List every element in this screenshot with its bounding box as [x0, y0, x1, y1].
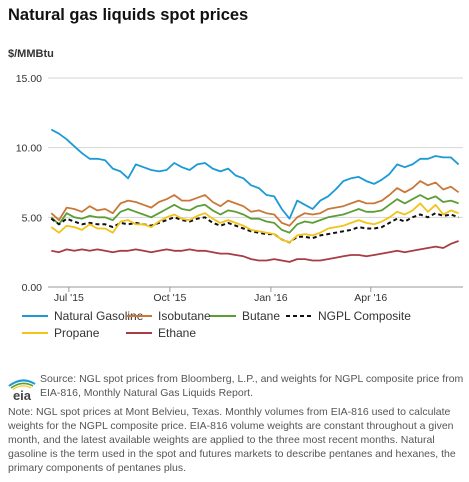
y-tick-label: 15.00 — [16, 73, 42, 85]
logo-arc — [10, 382, 34, 389]
series-line-ngpl-composite — [50, 212, 459, 244]
x-tick-label: Apr '16 — [354, 292, 387, 304]
logo-arc — [8, 379, 36, 387]
legend-label: Ethane — [158, 326, 196, 340]
footnote: Note: NGL spot prices at Mont Belvieu, T… — [8, 406, 456, 474]
series-line-butane — [50, 194, 459, 234]
x-tick-label: Oct '15 — [153, 292, 186, 304]
legend-label: Isobutane — [158, 309, 211, 323]
y-axis-unit: $/MMBtu — [8, 48, 54, 60]
series-line-propane — [50, 202, 459, 244]
logo-text: eia — [13, 388, 32, 402]
legend-label: Natural Gasoline — [54, 309, 144, 323]
series-lines — [50, 128, 460, 263]
gridlines — [48, 77, 463, 288]
series-line-natural-gasoline — [50, 128, 460, 220]
legend: Natural Gasoline Isobutane Butane NGPL Comp… — [22, 309, 411, 340]
legend-label: Butane — [242, 309, 280, 323]
x-tick-label: Jul '15 — [54, 292, 84, 304]
legend-label: NGPL Composite — [318, 309, 411, 323]
logo-arc — [12, 385, 32, 390]
series-line-isobutane — [50, 180, 460, 227]
x-axis-ticks: Jul '15 Oct '15 Jan '16 Apr '16 — [54, 287, 387, 304]
series-line-ethane — [51, 240, 459, 263]
y-tick-label: 10.00 — [16, 143, 42, 155]
line-chart: 0.00 5.00 10.00 15.00 Jul '15 Oct '15 Jan '16… — [16, 73, 463, 340]
x-tick-label: Jan '16 — [254, 292, 288, 304]
y-axis-ticks: 0.00 5.00 10.00 15.00 — [16, 73, 42, 294]
y-tick-label: 5.00 — [22, 212, 43, 224]
source-note: Source: NGL spot prices from Bloomberg, … — [40, 373, 464, 399]
legend-label: Propane — [54, 326, 100, 340]
eia-logo: eia — [8, 379, 36, 402]
y-tick-label: 0.00 — [22, 282, 43, 294]
chart-title: Natural gas liquids spot prices — [8, 6, 249, 24]
